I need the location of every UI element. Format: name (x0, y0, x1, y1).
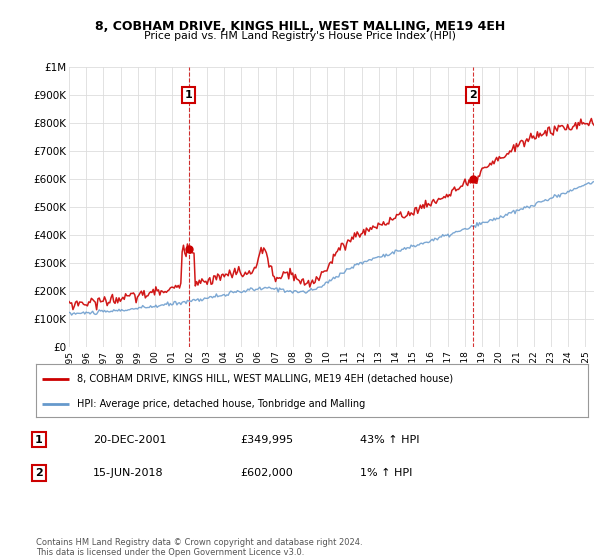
Text: 8, COBHAM DRIVE, KINGS HILL, WEST MALLING, ME19 4EH (detached house): 8, COBHAM DRIVE, KINGS HILL, WEST MALLIN… (77, 374, 454, 384)
Text: 2: 2 (35, 468, 43, 478)
Text: HPI: Average price, detached house, Tonbridge and Malling: HPI: Average price, detached house, Tonb… (77, 399, 365, 409)
Text: 15-JUN-2018: 15-JUN-2018 (93, 468, 164, 478)
Text: £602,000: £602,000 (240, 468, 293, 478)
Text: 2: 2 (469, 90, 476, 100)
Text: 1% ↑ HPI: 1% ↑ HPI (360, 468, 412, 478)
Text: 8, COBHAM DRIVE, KINGS HILL, WEST MALLING, ME19 4EH: 8, COBHAM DRIVE, KINGS HILL, WEST MALLIN… (95, 20, 505, 32)
Text: Price paid vs. HM Land Registry's House Price Index (HPI): Price paid vs. HM Land Registry's House … (144, 31, 456, 41)
Text: 20-DEC-2001: 20-DEC-2001 (93, 435, 167, 445)
Text: 43% ↑ HPI: 43% ↑ HPI (360, 435, 419, 445)
Text: £349,995: £349,995 (240, 435, 293, 445)
Text: 1: 1 (185, 90, 193, 100)
Text: 1: 1 (35, 435, 43, 445)
Text: Contains HM Land Registry data © Crown copyright and database right 2024.
This d: Contains HM Land Registry data © Crown c… (36, 538, 362, 557)
